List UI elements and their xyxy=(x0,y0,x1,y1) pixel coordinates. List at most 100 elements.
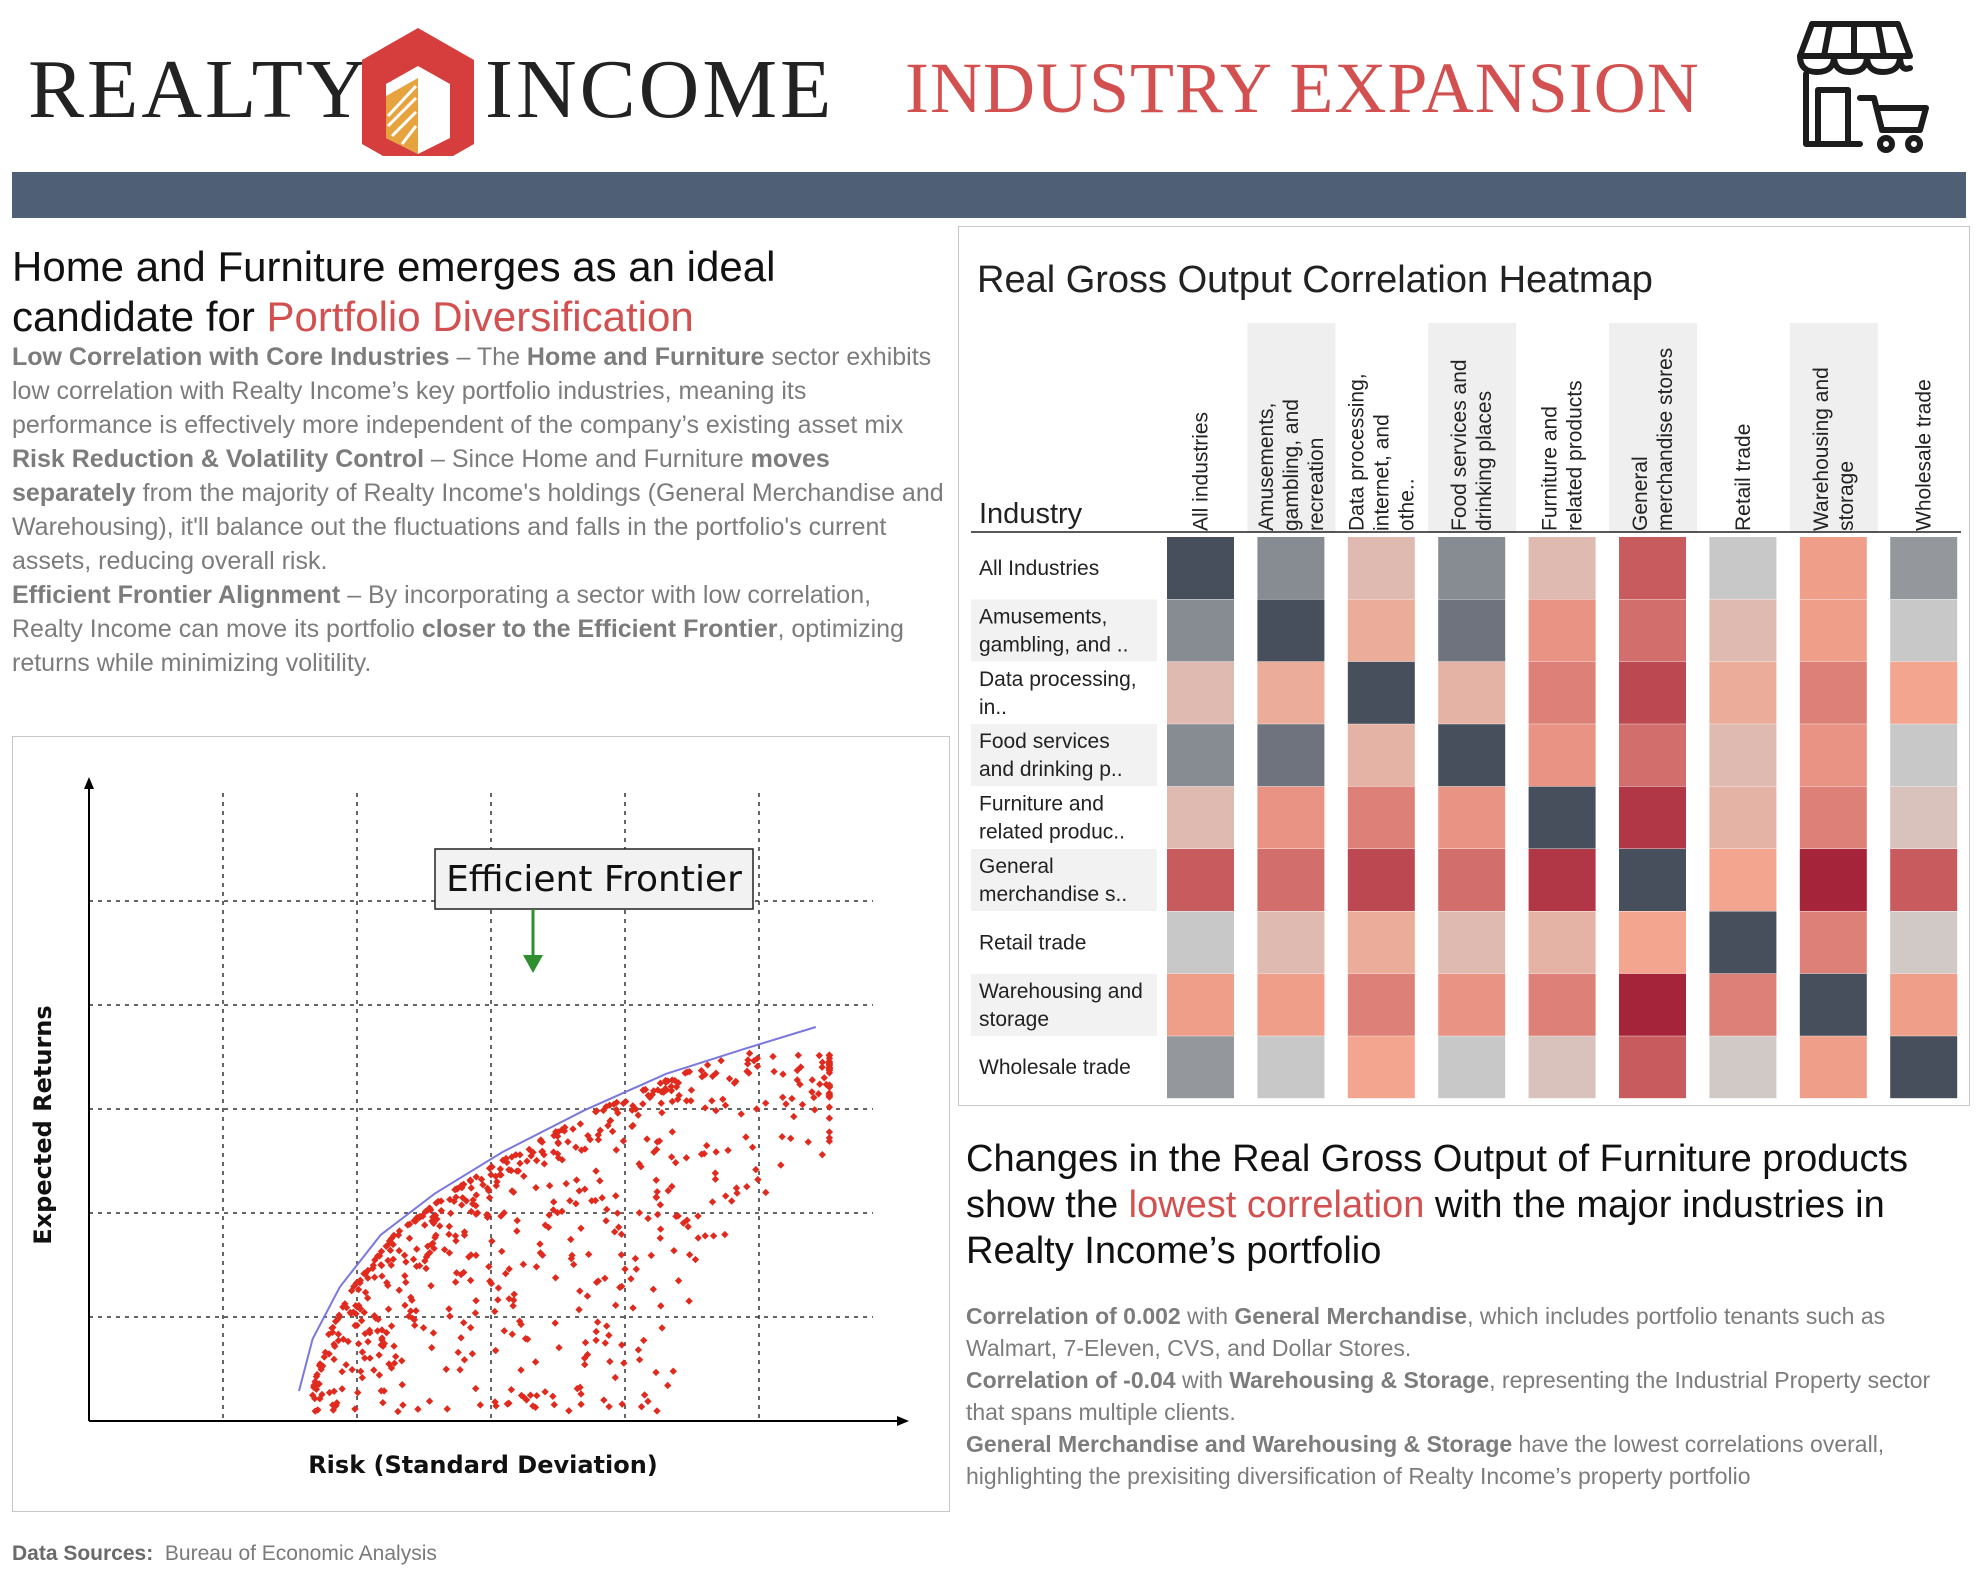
right-point-2-bold-a: Correlation of -0.04 xyxy=(966,1367,1176,1393)
scatter-point xyxy=(612,1192,620,1200)
scatter-point xyxy=(422,1264,430,1273)
row-band xyxy=(971,973,1157,1036)
scatter-point xyxy=(721,1192,730,1200)
scatter-point xyxy=(604,1121,612,1130)
scatter-point xyxy=(451,1232,460,1240)
heatmap-title: Real Gross Output Correlation Heatmap xyxy=(977,259,1653,301)
scatter-point xyxy=(491,1307,499,1316)
scatter-point xyxy=(619,1137,628,1145)
row-label: storage xyxy=(979,1008,1049,1031)
heatmap-cell xyxy=(1890,1036,1958,1099)
left-point-1-text-a: – The xyxy=(449,343,527,371)
row-band xyxy=(971,724,1157,787)
heatmap-cell xyxy=(1438,973,1506,1036)
scatter-point xyxy=(652,1176,660,1184)
scatter-point xyxy=(507,1386,516,1394)
scatter-point xyxy=(392,1352,400,1361)
scatter-point xyxy=(532,1263,541,1271)
scatter-point xyxy=(644,1397,652,1406)
scatter-point xyxy=(520,1172,528,1180)
scatter-point xyxy=(576,1287,584,1295)
scatter-point xyxy=(745,1049,754,1058)
scatter-point xyxy=(790,1112,798,1121)
scatter-point xyxy=(742,1133,750,1141)
scatter-point xyxy=(451,1278,460,1286)
scatter-point xyxy=(513,1216,521,1225)
scatter-point xyxy=(664,1187,672,1195)
scatter-point xyxy=(488,1237,496,1245)
scatter-point xyxy=(358,1374,366,1382)
left-point-3-bold-b: closer to the Efficient Frontier xyxy=(421,615,778,643)
heatmap-row-labels: All Industries Amusements, gambling, and .… xyxy=(979,557,1143,1079)
row-label: related produc.. xyxy=(979,821,1125,844)
scatter-point xyxy=(394,1407,402,1416)
scatter-point xyxy=(554,1128,562,1136)
scatter-point xyxy=(364,1338,372,1346)
scatter-point xyxy=(691,1255,700,1264)
scatter-point xyxy=(613,1209,622,1217)
heatmap-column-labels: All industries Amusements, gambling, and re… xyxy=(1190,348,1936,531)
heatmap-cell xyxy=(1890,724,1958,787)
scatter-point xyxy=(694,1234,702,1242)
heatmap-cell xyxy=(1619,661,1686,724)
heatmap-cell xyxy=(1619,599,1686,662)
scatter-point xyxy=(674,1212,682,1220)
left-headline: Home and Furniture emerges as an ideal c… xyxy=(12,242,942,342)
scatter-point xyxy=(398,1357,406,1365)
scatter-point xyxy=(451,1186,459,1194)
heatmap-cell xyxy=(1890,973,1958,1036)
scatter-point xyxy=(614,1109,622,1117)
right-point-3-text-a: have the lowest correlations overall, hi… xyxy=(966,1431,1885,1489)
scatter-point xyxy=(752,1105,761,1113)
heatmap-cell xyxy=(1257,661,1325,724)
heatmap-cell xyxy=(1619,973,1686,1036)
scatter-point xyxy=(472,1297,480,1305)
scatter-point xyxy=(717,1056,725,1065)
heatmap-cell xyxy=(1799,849,1867,911)
scatter-point xyxy=(442,1365,450,1373)
heatmap-cell xyxy=(1890,599,1958,662)
heatmap-cell xyxy=(1709,661,1777,724)
scatter-point xyxy=(401,1301,409,1309)
scatter-point xyxy=(618,1282,626,1291)
scatter-point xyxy=(468,1350,477,1358)
scatter-point xyxy=(743,1182,751,1191)
scatter-point xyxy=(428,1343,436,1352)
scatter-point xyxy=(378,1272,386,1280)
heatmap-cell xyxy=(1257,1036,1325,1099)
scatter-point xyxy=(509,1302,517,1310)
right-point-2-bold-b: Warehousing & Storage xyxy=(1229,1367,1490,1393)
x-axis-arrow-icon xyxy=(897,1416,909,1426)
scatter-point xyxy=(635,1356,644,1364)
scatter-point xyxy=(403,1221,412,1229)
scatter-point xyxy=(712,1106,720,1115)
scatter-point xyxy=(682,1154,691,1162)
scatter-point xyxy=(683,1216,691,1224)
scatter-point xyxy=(466,1276,475,1285)
scatter-point xyxy=(456,1366,464,1374)
scatter-point xyxy=(793,1076,801,1084)
scatter-point xyxy=(354,1388,362,1397)
realty-income-logo: REALTY INCOME xyxy=(28,24,848,156)
scatter-point xyxy=(581,1360,589,1369)
scatter-point xyxy=(496,1171,504,1179)
heatmap-cell xyxy=(1257,973,1325,1036)
scatter-point xyxy=(628,1122,636,1131)
scatter-point xyxy=(592,1167,600,1175)
scatter-point xyxy=(352,1310,360,1318)
heatmap-cell xyxy=(1257,599,1325,662)
scatter-point xyxy=(330,1355,338,1363)
column-label-text: othe.. xyxy=(1395,478,1418,531)
scatter-point xyxy=(357,1316,366,1325)
scatter-point xyxy=(445,1249,454,1257)
scatter-point xyxy=(808,1076,816,1084)
heatmap-cell xyxy=(1347,911,1415,974)
heatmap-cell xyxy=(1167,973,1234,1036)
heatmap-row-header: Industry xyxy=(979,498,1083,530)
scatter-point xyxy=(593,1107,601,1115)
scatter-point xyxy=(653,1210,662,1219)
column-label-text: Data processing, xyxy=(1345,373,1368,531)
heatmap-cell xyxy=(1347,661,1415,724)
scatter-point xyxy=(617,1230,626,1238)
row-label: gambling, and .. xyxy=(979,633,1128,656)
